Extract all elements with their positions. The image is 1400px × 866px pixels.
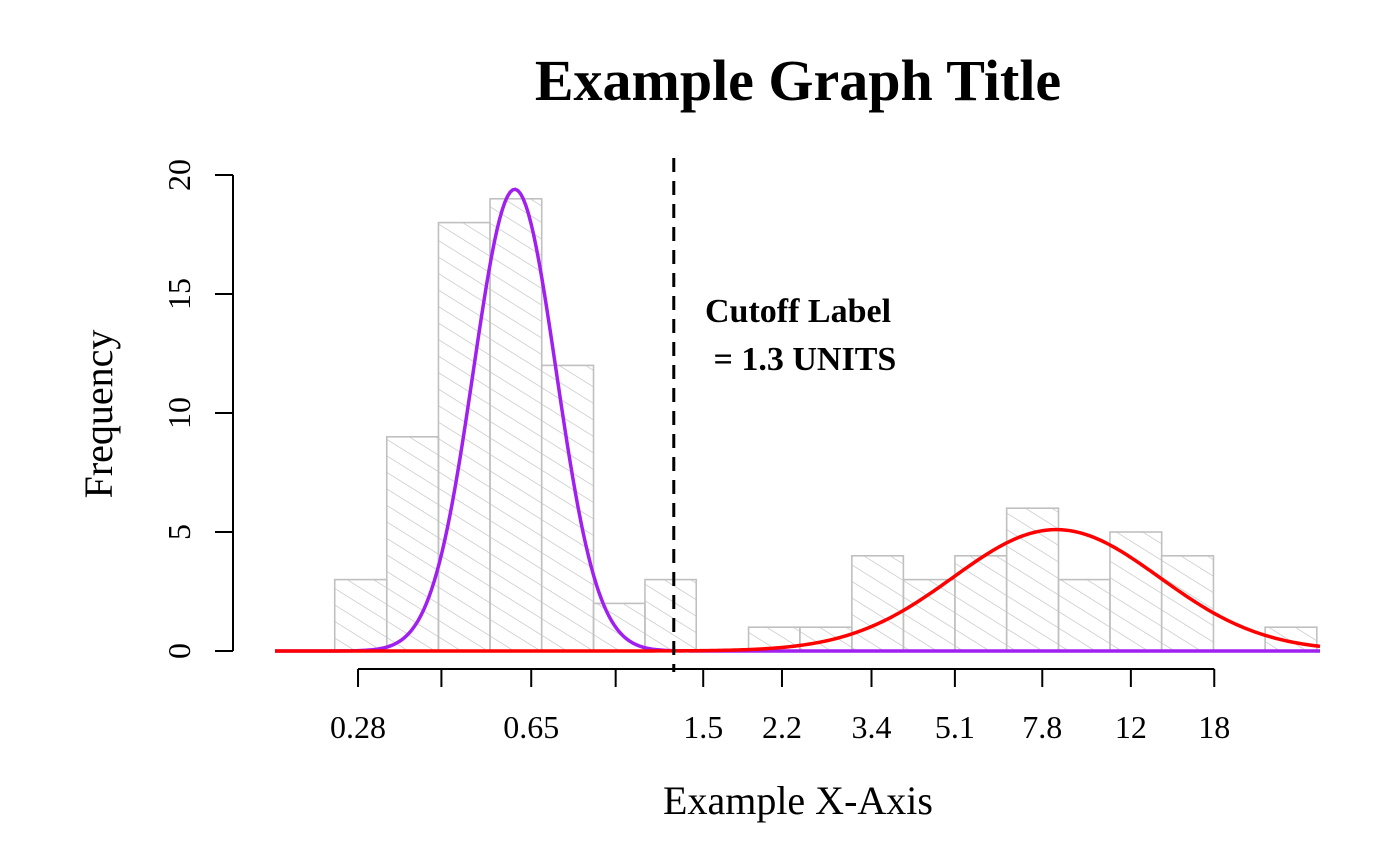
density-curves: [275, 187, 1321, 653]
y-tick-label: 0: [161, 643, 197, 659]
x-tick-label: 5.1: [935, 709, 975, 745]
density-curve-0: [275, 187, 1320, 653]
y-tick-label: 20: [161, 159, 197, 191]
x-tick-label: 18: [1198, 709, 1230, 745]
histogram-bar-10: [851, 554, 905, 652]
y-tick-label: 5: [161, 524, 197, 540]
x-axis-label: Example X-Axis: [663, 778, 933, 823]
x-tick-label: 0.28: [330, 709, 386, 745]
histogram-bar-3: [489, 198, 543, 652]
x-tick-label: 7.8: [1022, 709, 1062, 745]
y-tick-label: 10: [161, 397, 197, 429]
x-tick-label: 12: [1115, 709, 1147, 745]
chart-title: Example Graph Title: [535, 48, 1061, 113]
cutoff-label-line2: = 1.3 UNITS: [705, 341, 896, 378]
histogram-bar-11: [902, 578, 956, 652]
x-tick-label: 0.65: [503, 709, 559, 745]
histogram-bar-6: [644, 578, 698, 652]
histogram-bar-0: [333, 578, 388, 652]
axes: 0.28 0.65 1.5 2.2 3.4 5.1 7.8 12 18 0 5 10 15 20: [161, 159, 1230, 745]
cutoff-label-line1: Cutoff Label: [705, 293, 891, 330]
x-tick-label: 2.2: [762, 709, 802, 745]
y-tick-label: 15: [161, 278, 197, 310]
density-curve-1: [275, 527, 1321, 653]
x-tick-label: 1.5: [683, 709, 723, 745]
histogram-bar-14: [1057, 578, 1111, 652]
histogram-bar-4: [540, 364, 595, 652]
histogram-bar-1: [385, 435, 440, 652]
histogram-bar-9: [799, 626, 853, 652]
histogram-bar-16: [1160, 554, 1215, 652]
y-axis-label: Frequency: [76, 330, 121, 499]
x-tick-label: 3.4: [852, 709, 892, 745]
